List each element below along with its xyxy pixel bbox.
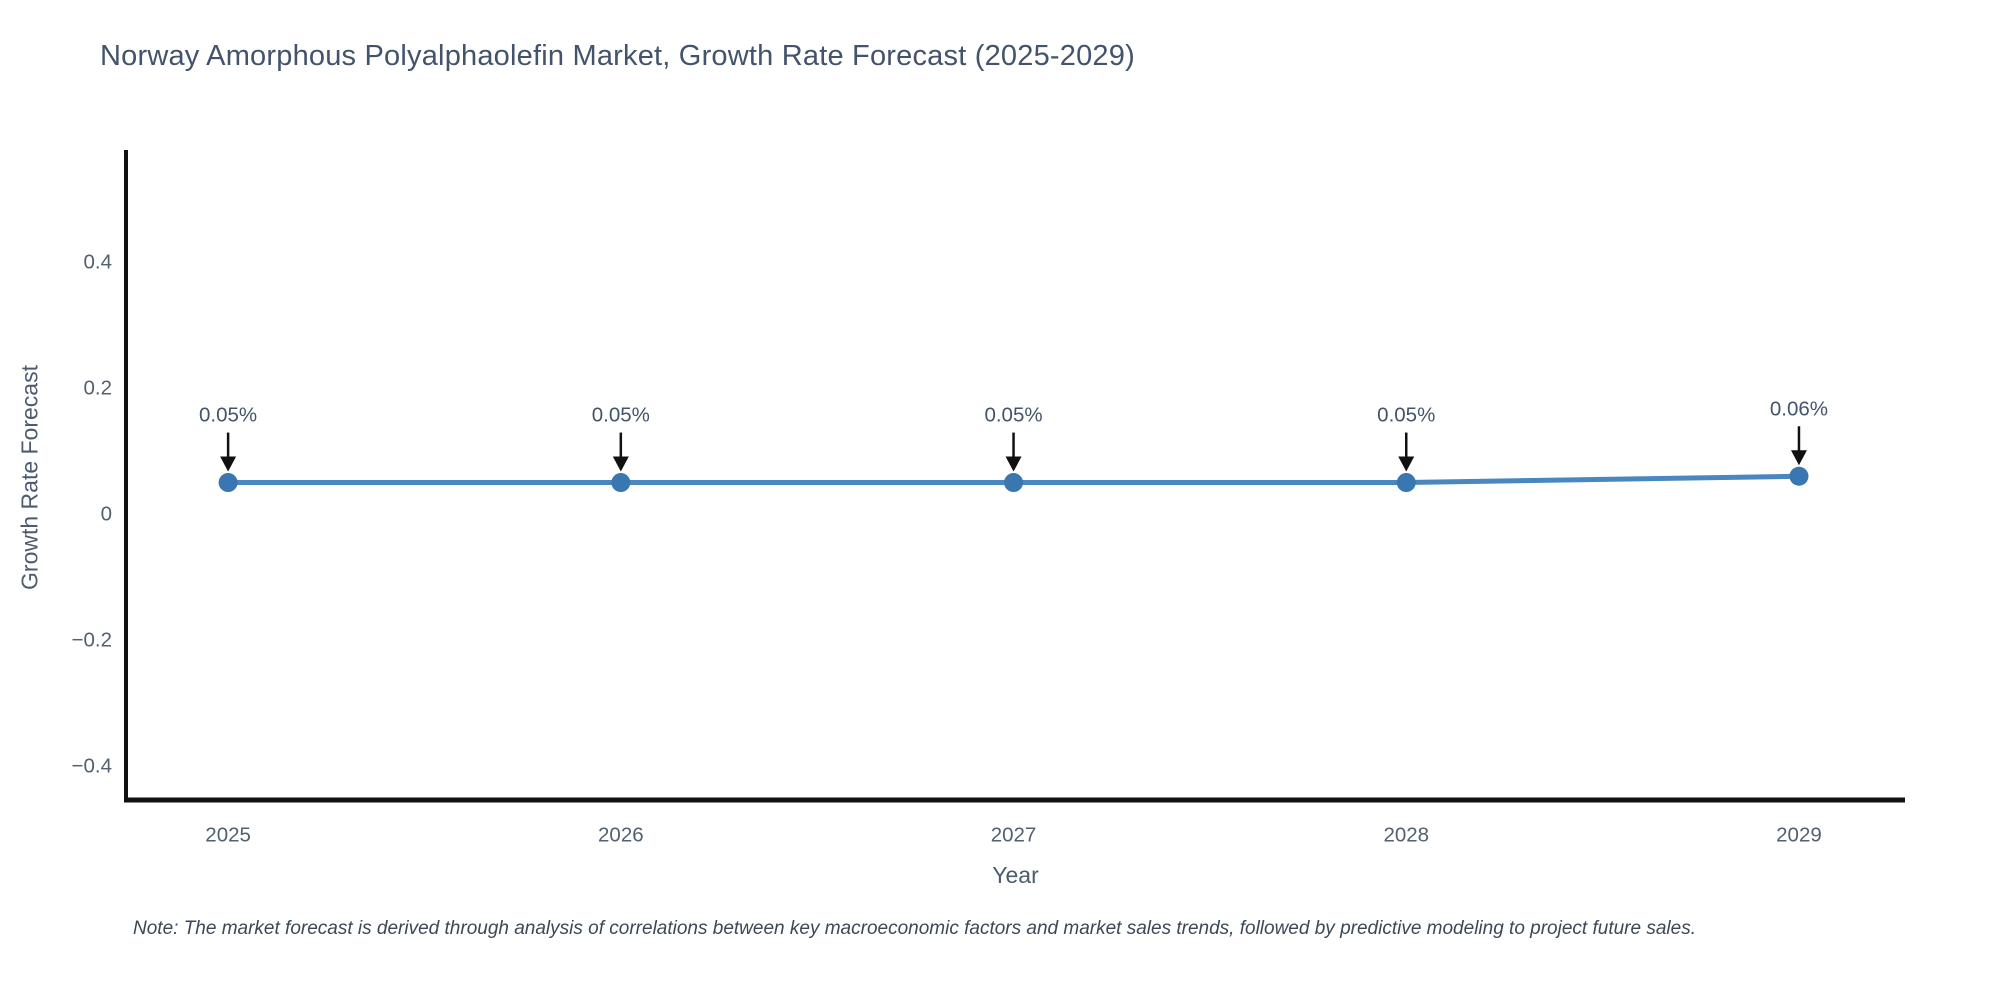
x-tick-label: 2025 xyxy=(205,823,251,846)
annotation-arrow-head xyxy=(1398,456,1415,472)
annotation-arrow-head xyxy=(612,456,629,472)
x-tick-label: 2029 xyxy=(1776,823,1822,846)
annotation-arrow-head xyxy=(1005,456,1022,472)
y-tick-label: 0 xyxy=(101,503,112,526)
footnote: Note: The market forecast is derived thr… xyxy=(133,918,1696,939)
chart-title: Norway Amorphous Polyalphaolefin Market,… xyxy=(100,40,1135,72)
annotation-arrow-head xyxy=(1790,450,1807,466)
data-point-label: 0.05% xyxy=(1377,404,1435,427)
y-tick-label: −0.4 xyxy=(72,754,112,777)
annotation-arrow-head xyxy=(220,456,237,472)
y-tick-label: −0.2 xyxy=(72,629,112,652)
x-tick-label: 2027 xyxy=(991,823,1037,846)
y-tick-label: 0.2 xyxy=(84,377,113,400)
x-tick-label: 2028 xyxy=(1383,823,1429,846)
data-point-marker xyxy=(1396,473,1416,493)
x-tick-label: 2026 xyxy=(598,823,644,846)
data-point-marker xyxy=(218,473,238,493)
data-point-label: 0.05% xyxy=(199,404,257,427)
data-point-marker xyxy=(1004,473,1024,493)
y-tick-label: 0.4 xyxy=(84,251,113,274)
data-point-label: 0.06% xyxy=(1770,397,1828,420)
data-point-marker xyxy=(611,473,631,493)
data-point-label: 0.05% xyxy=(592,404,650,427)
data-point-label: 0.05% xyxy=(984,404,1042,427)
data-point-marker xyxy=(1789,466,1809,486)
x-axis-title: Year xyxy=(992,862,1039,888)
